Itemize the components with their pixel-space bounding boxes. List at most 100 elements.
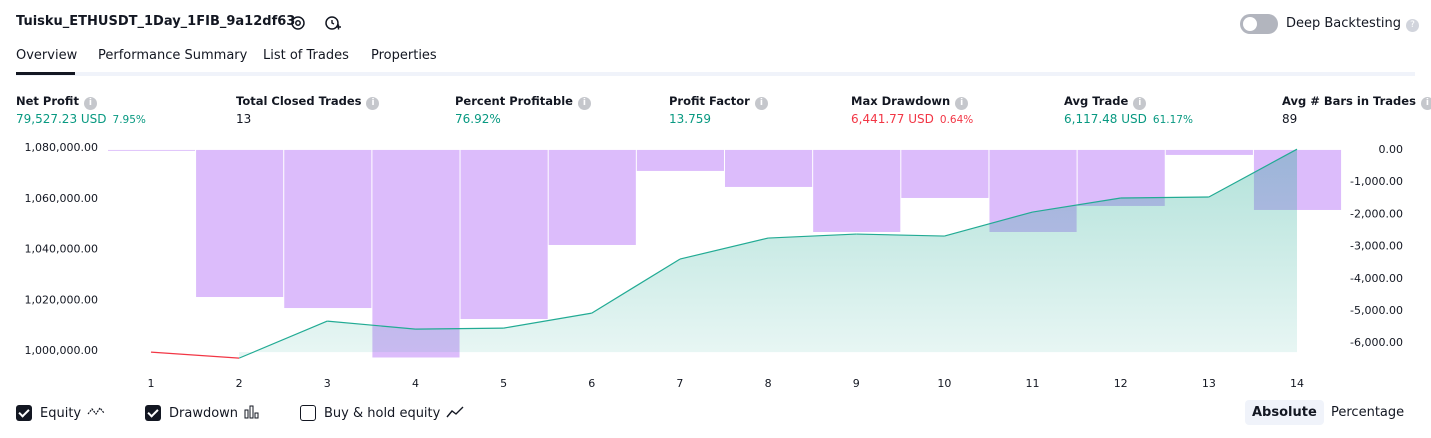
y-tick-label: 1,060,000.00 xyxy=(25,192,98,205)
info-icon[interactable]: i xyxy=(955,97,969,110)
drawdown-bar xyxy=(813,149,901,232)
metric-change: 61.17% xyxy=(1152,114,1193,126)
equity-segment xyxy=(415,327,504,330)
x-tick-label: 11 xyxy=(1026,377,1040,390)
metric-value: 76.92% xyxy=(455,112,501,126)
strategy-title: Tuisku_ETHUSDT_1Day_1FIB_9a12df63 xyxy=(16,14,296,29)
drawdown-bar xyxy=(901,149,989,198)
metric-value-text: 6,117.48 USD xyxy=(1064,112,1147,126)
x-tick-label: 8 xyxy=(765,377,772,390)
x-tick-label: 6 xyxy=(588,377,595,390)
tab[interactable]: List of Trades xyxy=(263,48,349,63)
y2-tick-label: -6,000.00 xyxy=(1350,336,1403,349)
settings-icon[interactable] xyxy=(290,15,306,31)
info-icon[interactable]: i xyxy=(1420,97,1431,110)
tab-underline xyxy=(16,72,75,75)
metric-label: Percent Profitable i xyxy=(455,94,591,110)
metric-value: 13 xyxy=(236,112,251,126)
metric-value: 6,117.48 USD 61.17% xyxy=(1064,112,1193,126)
metric-value: 79,527.23 USD 7.95% xyxy=(16,112,146,126)
equity-segment xyxy=(150,351,240,359)
equity-segment xyxy=(1032,197,1121,213)
tab[interactable]: Properties xyxy=(371,48,437,63)
metric-value-text: 89 xyxy=(1282,112,1298,126)
alert-icon[interactable] xyxy=(324,14,342,32)
x-tick-label: 12 xyxy=(1114,377,1128,390)
y2-tick-label: -1,000.00 xyxy=(1350,175,1403,188)
tab-divider xyxy=(16,72,1415,76)
y2-tick-label: -4,000.00 xyxy=(1350,272,1403,285)
metric-value: 13.759 xyxy=(669,112,711,126)
checkbox[interactable] xyxy=(300,405,316,421)
equity-segment xyxy=(1208,148,1298,198)
checkbox[interactable] xyxy=(16,405,32,421)
x-tick-label: 10 xyxy=(937,377,951,390)
equity-segment xyxy=(856,233,945,237)
equity-segment xyxy=(679,237,769,260)
drawdown-bar xyxy=(1165,149,1253,155)
x-tick-label: 1 xyxy=(148,377,155,390)
metric-label-text: Profit Factor xyxy=(669,94,750,108)
info-icon[interactable]: i xyxy=(366,97,380,110)
equity-segment xyxy=(503,312,592,329)
equity-segment xyxy=(944,211,1033,237)
metric-label: Avg Trade i xyxy=(1064,94,1147,110)
icon xyxy=(446,406,464,418)
metric-value-text: 79,527.23 USD xyxy=(16,112,107,126)
y2-tick-label: -3,000.00 xyxy=(1350,240,1403,253)
y-tick-label: 1,040,000.00 xyxy=(25,243,98,256)
drawdown-bar xyxy=(196,149,284,298)
legend-icon xyxy=(87,405,107,423)
legend-item[interactable]: Buy & hold equity xyxy=(300,405,466,423)
info-icon[interactable]: i xyxy=(83,97,97,110)
metric-label: Profit Factor i xyxy=(669,94,768,110)
metric-label: Net Profit i xyxy=(16,94,97,110)
legend-item[interactable]: Drawdown xyxy=(145,405,264,423)
checkbox[interactable] xyxy=(145,405,161,421)
x-tick-label: 13 xyxy=(1202,377,1216,390)
metric-value-text: 6,441.77 USD xyxy=(851,112,934,126)
drawdown-bar xyxy=(372,149,460,358)
metric-label-text: Total Closed Trades xyxy=(236,94,362,108)
info-icon[interactable]: i xyxy=(1133,97,1147,110)
scale-button[interactable]: Percentage xyxy=(1331,405,1405,420)
toggle-switch[interactable] xyxy=(1240,14,1278,34)
info-icon[interactable]: i xyxy=(754,97,768,110)
tab[interactable]: Overview xyxy=(16,48,78,63)
metric-change: 0.64% xyxy=(939,114,974,126)
drawdown-bar xyxy=(1077,149,1165,206)
legend-icon xyxy=(244,405,264,423)
metric-label-text: Net Profit xyxy=(16,94,79,108)
y-tick-label: 1,080,000.00 xyxy=(25,141,98,154)
metric-value: 89 xyxy=(1282,112,1297,126)
equity-segment xyxy=(327,320,416,330)
equity-area xyxy=(239,149,1297,359)
help-icon[interactable]: ? xyxy=(1406,19,1420,32)
y-tick-label: 1,000,000.00 xyxy=(25,344,98,357)
drawdown-bar xyxy=(460,149,548,320)
y2-tick-label: 0.00 xyxy=(1379,143,1404,156)
y2-tick-label: -2,000.00 xyxy=(1350,207,1403,220)
equity-segment xyxy=(768,233,857,239)
y-tick-label: 1,020,000.00 xyxy=(25,293,98,306)
x-tick-label: 2 xyxy=(236,377,243,390)
drawdown-bar xyxy=(284,149,372,309)
icon xyxy=(87,406,105,416)
y2-tick-label: -5,000.00 xyxy=(1350,304,1403,317)
legend-item[interactable]: Equity xyxy=(16,405,107,423)
metric-label: Total Closed Trades i xyxy=(236,94,380,110)
drawdown-bar xyxy=(725,149,813,187)
equity-segment xyxy=(591,258,681,314)
drawdown-bar xyxy=(636,149,724,171)
metric-label-text: Avg # Bars in Trades xyxy=(1282,94,1416,108)
info-icon[interactable]: i xyxy=(577,97,591,110)
legend-label: Drawdown xyxy=(169,406,239,421)
metric-label: Max Drawdown i xyxy=(851,94,969,110)
scale-button[interactable]: Absolute xyxy=(1245,400,1324,425)
tab[interactable]: Performance Summary xyxy=(98,48,248,63)
legend-label: Buy & hold equity xyxy=(324,406,441,421)
metric-change: 7.95% xyxy=(112,114,146,126)
metric-label-text: Percent Profitable xyxy=(455,94,573,108)
